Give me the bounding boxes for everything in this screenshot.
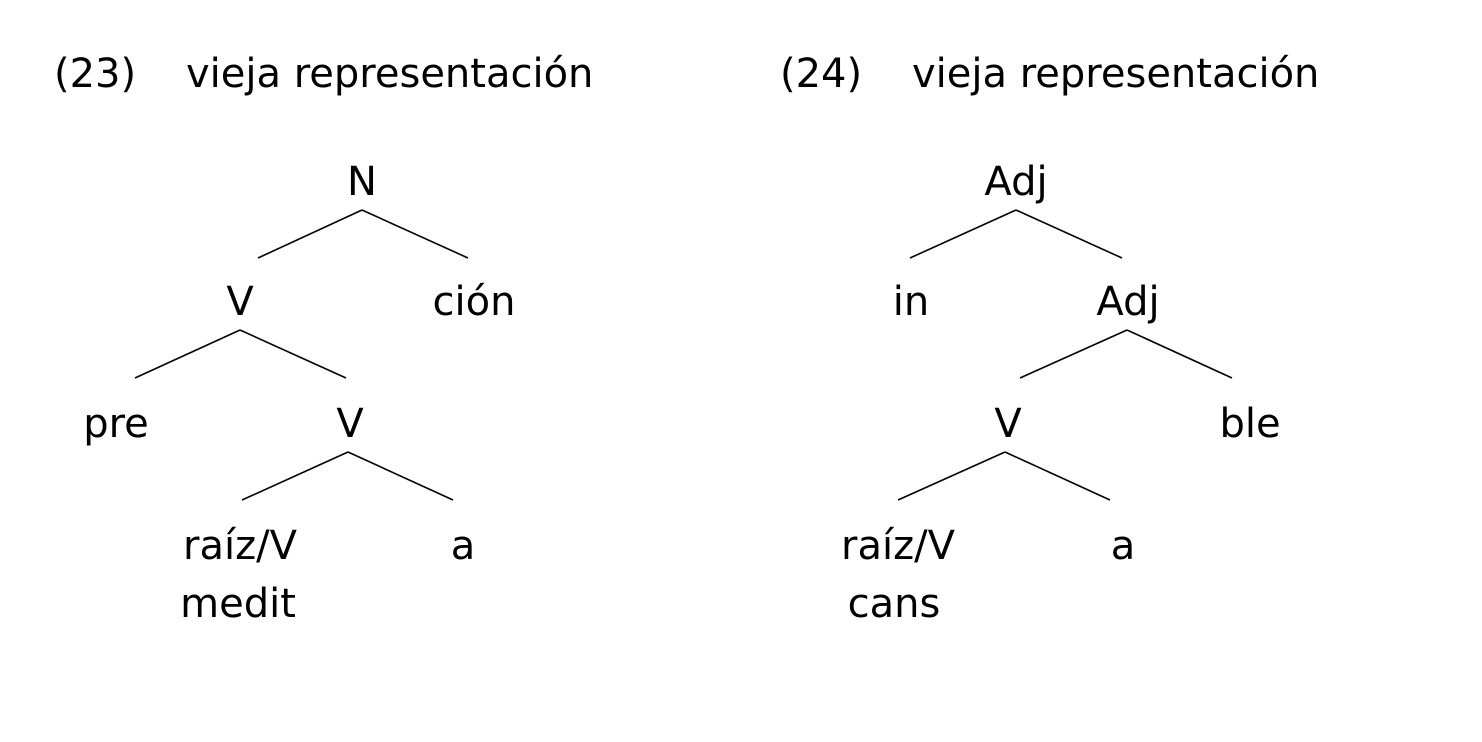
edge-23-V-a [347,451,454,501]
edge-23-V-raiz [241,451,349,501]
edge-23-N-V [257,209,363,259]
edge-23-V-V [239,329,347,379]
example-heading-23: vieja representación [186,51,594,97]
example-number-24: (24) [780,51,863,97]
edge-24-Adj-ble [1126,329,1233,379]
tree-24-node-V: V [994,401,1022,447]
edge-24-V-raiz [897,451,1006,501]
tree-23-node-cion: ción [432,279,516,325]
tree-24-node-in: in [892,279,930,325]
tree-23-node-root: N [347,159,377,205]
edge-24-Adj-in [909,209,1017,259]
tree-24-node-Adj-inner: Adj [1096,279,1160,325]
tree-24-node-a: a [1110,523,1136,569]
edge-24-Adj-V [1019,329,1128,379]
tree-24-root-form: cans [847,581,941,627]
tree-23-node-pre: pre [83,401,149,447]
edge-23-N-cion [361,209,469,259]
tree-23-node-raiz: raíz/V [183,523,297,569]
tree-24-node-root: Adj [984,159,1048,205]
edge-24-V-a [1004,451,1111,501]
tree-24-node-ble: ble [1219,401,1281,447]
edge-24-Adj-Adj [1015,209,1123,259]
tree-23-node-V-inner: V [336,401,364,447]
tree-24-node-raiz: raíz/V [841,523,955,569]
tree-23-node-a: a [450,523,476,569]
tree-23-node-V: V [226,279,254,325]
example-heading-24: vieja representación [912,51,1320,97]
example-number-23: (23) [54,51,137,97]
edge-23-V-pre [134,329,241,379]
tree-23-root-form: medit [180,581,296,627]
